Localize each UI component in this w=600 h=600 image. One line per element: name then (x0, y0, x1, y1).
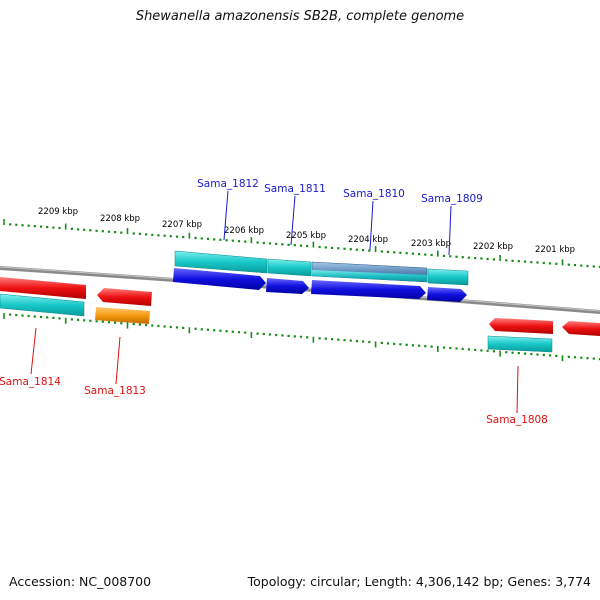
kbp-label-2207: 2207 kbp (162, 220, 202, 230)
gene-arrow-sama1813[interactable] (97, 288, 152, 306)
gene-label-sama1812[interactable]: Sama_1812 (197, 178, 259, 190)
gene-label-sama1808[interactable]: Sama_1808 (486, 414, 548, 426)
callout-line-sama1809 (448, 205, 452, 256)
gene-bar-sama1814-feature[interactable] (0, 293, 85, 317)
genome-stats: Topology: circular; Length: 4,306,142 bp… (247, 574, 591, 589)
genome-title: Shewanella amazonensis SB2B, complete ge… (135, 9, 465, 24)
kbp-label-2204: 2204 kbp (348, 235, 388, 245)
kbp-label-2206: 2206 kbp (224, 226, 264, 236)
kbp-label-2202: 2202 kbp (473, 242, 513, 252)
gene-arrow-sama1811[interactable] (266, 278, 309, 294)
kbp-label-2201: 2201 kbp (535, 245, 575, 255)
gene-arrow-next-reverse[interactable] (562, 321, 600, 336)
lower-scale-ticks (3, 313, 600, 362)
kbp-label-2208: 2208 kbp (100, 214, 140, 224)
callout-line-sama1811 (290, 195, 296, 246)
gene-bar-sama1812-feature[interactable] (174, 250, 268, 274)
gene-bar-sama1809-feature[interactable] (427, 268, 469, 286)
kbp-label-2205: 2205 kbp (286, 231, 326, 241)
gene-bar-sama1813-feature[interactable] (95, 307, 150, 324)
gene-label-sama1809[interactable]: Sama_1809 (421, 193, 483, 205)
accession-label: Accession: (9, 574, 76, 589)
gene-bar-sama1810-feature-lower (312, 270, 427, 282)
accession-value: NC_008700 (79, 574, 152, 589)
callout-line-sama1814 (30, 327, 37, 375)
gene-label-sama1814[interactable]: Sama_1814 (0, 376, 61, 388)
gene-label-sama1810[interactable]: Sama_1810 (343, 188, 405, 200)
callout-line-sama1808 (516, 365, 519, 414)
gene-arrow-sama1810[interactable] (311, 280, 426, 299)
upper-scale-ticks (3, 219, 600, 268)
callout-line-sama1810 (369, 200, 374, 251)
kbp-label-2209: 2209 kbp (38, 207, 78, 217)
gene-label-sama1811[interactable]: Sama_1811 (264, 183, 326, 195)
gene-label-sama1813[interactable]: Sama_1813 (84, 385, 146, 397)
accession-info: Accession: NC_008700 (9, 574, 151, 589)
gene-arrow-sama1809[interactable] (427, 287, 467, 302)
gene-arrow-sama1808[interactable] (489, 318, 553, 334)
callout-line-sama1813 (115, 336, 121, 385)
gene-arrow-sama1814[interactable] (0, 277, 86, 299)
kbp-label-2203: 2203 kbp (411, 239, 451, 249)
gene-bar-sama1808-feature[interactable] (487, 335, 553, 353)
gene-bar-sama1811-feature[interactable] (267, 258, 312, 277)
gene-arrow-sama1812[interactable] (173, 268, 266, 290)
callout-line-sama1812 (223, 190, 229, 241)
